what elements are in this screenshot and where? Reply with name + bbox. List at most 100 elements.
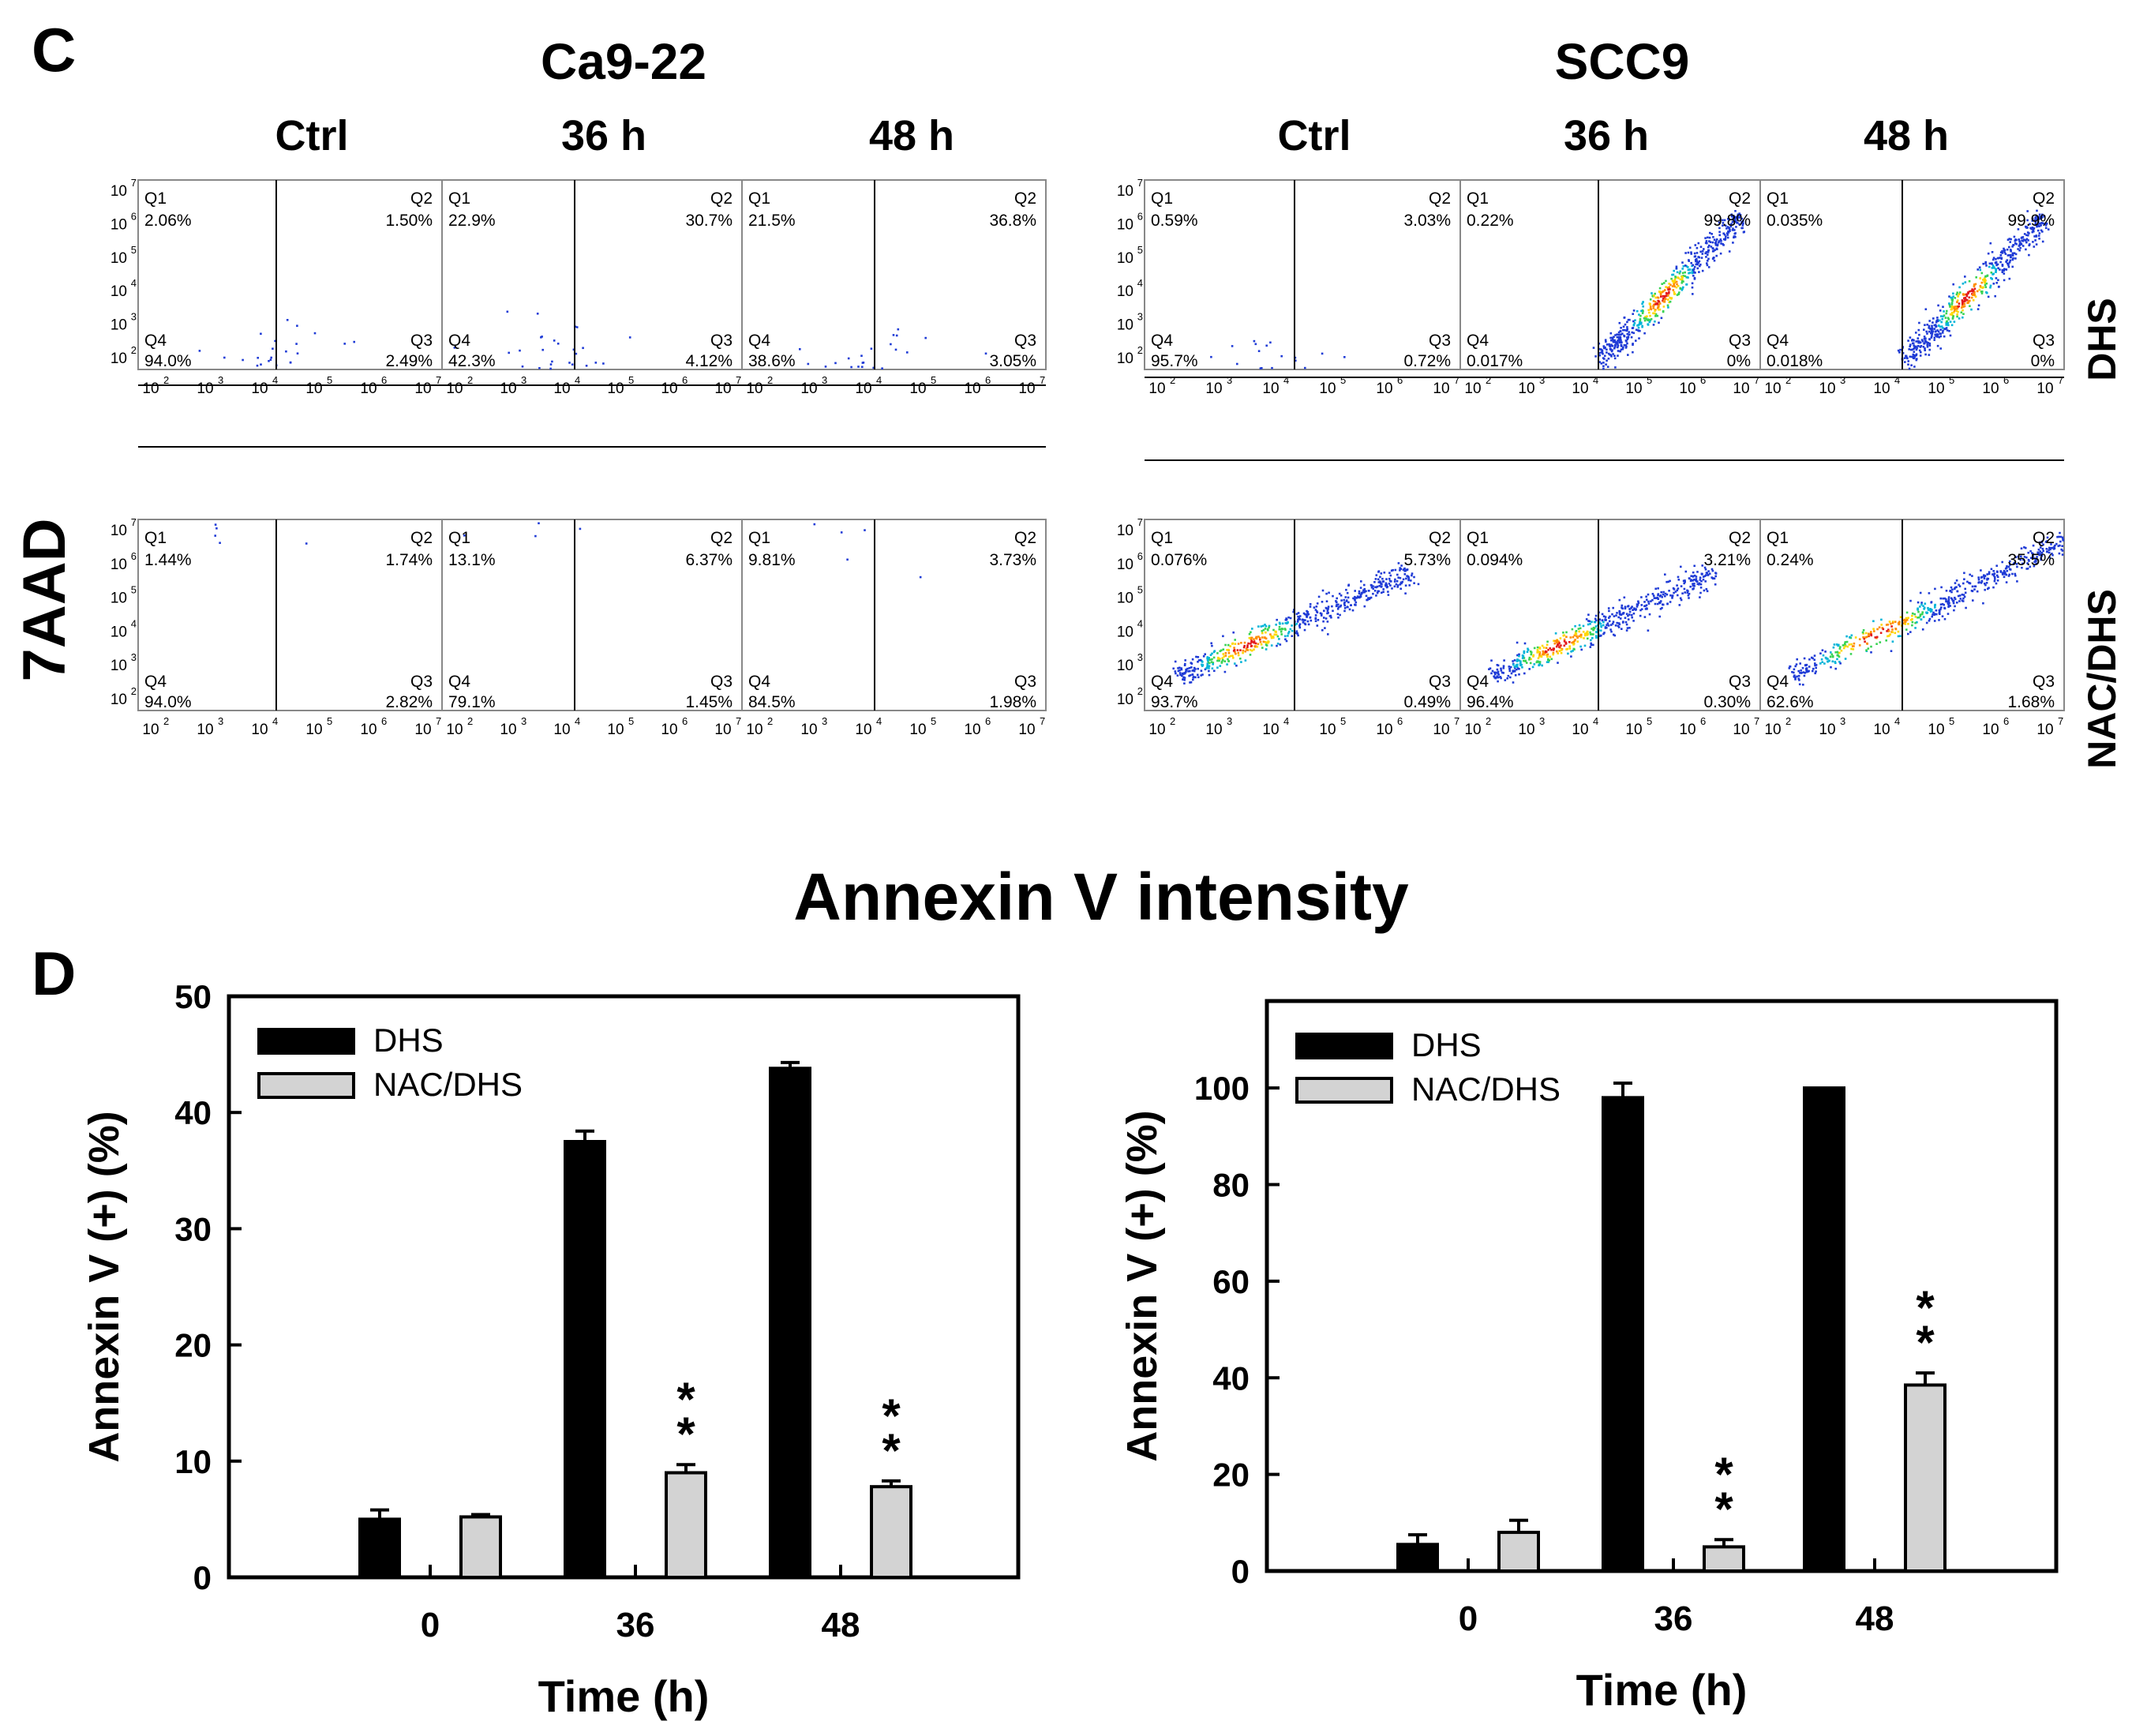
- flow-event-dot: [260, 363, 262, 366]
- flow-event-dot: [1393, 585, 1396, 588]
- flow-event-dot: [1207, 659, 1209, 662]
- flow-event-dot: [1297, 615, 1299, 618]
- flow-event-dot: [1947, 323, 1949, 326]
- flow-event-dot: [1983, 577, 1986, 579]
- flow-event-dot: [1961, 299, 1964, 302]
- flow-event-dot: [1625, 345, 1628, 348]
- flow-event-dot: [1643, 601, 1646, 603]
- flow-event-dot: [1930, 610, 1932, 613]
- flow-event-dot: [1905, 617, 1908, 620]
- flow-event-dot: [1994, 578, 1996, 580]
- flow-event-dot: [1574, 639, 1576, 641]
- flow-event-dot: [1956, 590, 1958, 593]
- flow-event-dot: [1380, 572, 1383, 575]
- flow-event-dot: [1265, 344, 1268, 347]
- flow-event-dot: [1958, 594, 1962, 597]
- flow-event-dot: [1620, 327, 1622, 329]
- flow-event-dot: [1565, 631, 1568, 634]
- flow-event-dot: [1825, 657, 1828, 660]
- flow-event-dot: [1997, 257, 2000, 260]
- flow-event-dot: [1987, 295, 1990, 298]
- flow-event-dot: [1977, 581, 1980, 584]
- flow-event-dot: [1633, 608, 1636, 610]
- flow-event-dot: [1488, 668, 1490, 670]
- flow-event-dot: [2006, 569, 2009, 572]
- flow-event-dot: [1845, 635, 1848, 638]
- flow-event-dot: [1558, 642, 1561, 644]
- flow-event-dot: [1978, 288, 1981, 291]
- flow-event-dot: [1611, 345, 1614, 347]
- flow-event-dot: [2050, 543, 2052, 546]
- flow-event-dot: [1346, 606, 1349, 608]
- flow-event-dot: [1346, 591, 1349, 594]
- flow-event-dot: [1622, 328, 1624, 332]
- flow-event-dot: [1666, 602, 1669, 605]
- flow-event-dot: [1693, 265, 1696, 268]
- flow-event-dot: [2009, 560, 2011, 563]
- x-tick-label: 10: [1982, 722, 1999, 738]
- flow-event-dot: [1698, 260, 1701, 263]
- x-tick-label: 10: [2036, 381, 2053, 397]
- flow-event-dot: [1643, 317, 1646, 320]
- x-tick-label: 10: [1928, 722, 1944, 738]
- flow-event-dot: [2032, 227, 2035, 231]
- flow-event-dot: [1375, 594, 1377, 597]
- flow-event-dot: [1954, 587, 1956, 591]
- flow-event-dot: [1617, 626, 1621, 628]
- flow-event-dot: [1628, 610, 1632, 613]
- flow-event-dot: [1714, 572, 1717, 574]
- flow-event-dot: [1201, 663, 1203, 666]
- y-tick-label: 10: [1117, 216, 1133, 233]
- flow-event-dot: [1326, 612, 1328, 615]
- flow-event-dot: [2001, 252, 2003, 254]
- flow-event-dot: [1980, 576, 1984, 579]
- flow-event-dot: [1690, 575, 1692, 577]
- flow-event-dot: [1663, 282, 1666, 284]
- flow-event-dot: [1376, 585, 1379, 588]
- flow-event-dot: [1836, 658, 1838, 661]
- flow-event-dot: [1222, 635, 1224, 638]
- flow-event-dot: [1212, 651, 1216, 654]
- flow-event-dot: [1307, 613, 1310, 616]
- flow-event-dot: [1928, 344, 1932, 347]
- x-tick-label: 48: [1856, 1599, 1894, 1638]
- flow-event-dot: [1702, 576, 1705, 578]
- flow-event-dot: [1845, 640, 1849, 643]
- flow-event-dot: [1411, 572, 1414, 575]
- flow-event-dot: [1711, 241, 1714, 244]
- x-tick-label: 10: [1764, 722, 1781, 738]
- flow-event-dot: [1993, 267, 1995, 269]
- flow-event-dot: [1899, 635, 1902, 637]
- flow-event-dot: [1673, 285, 1676, 288]
- flow-event-dot: [1843, 644, 1845, 647]
- significance-mark: *: [1916, 1316, 1935, 1369]
- flow-event-dot: [1618, 623, 1621, 626]
- flow-event-dot: [1672, 281, 1675, 283]
- flow-event-dot: [1306, 612, 1309, 615]
- flow-event-dot: [1220, 649, 1223, 652]
- flow-event-dot: [1641, 302, 1643, 306]
- flow-event-dot: [1706, 590, 1709, 593]
- flow-event-dot: [1695, 246, 1699, 249]
- flow-event-dot: [1972, 599, 1974, 602]
- flow-event-dot: [2033, 561, 2036, 564]
- flow-event-dot: [1654, 313, 1658, 316]
- flow-event-dot: [2036, 225, 2040, 227]
- quadrant-value-q3: 4.12%: [685, 352, 733, 370]
- time-label: 36 h: [561, 112, 646, 159]
- flow-event-dot: [1497, 680, 1499, 683]
- flow-event-dot: [1674, 591, 1677, 593]
- legend-label: DHS: [373, 1022, 444, 1059]
- flow-event-dot: [1687, 268, 1690, 272]
- flow-event-dot: [1208, 658, 1211, 662]
- flow-event-dot: [2036, 223, 2040, 226]
- flow-event-dot: [1532, 655, 1534, 658]
- flow-event-dot: [1660, 295, 1662, 298]
- quadrant-value-q4: 93.7%: [1151, 693, 1198, 711]
- flow-event-dot: [2017, 555, 2020, 558]
- flow-event-dot: [2026, 562, 2029, 564]
- flow-event-dot: [1255, 636, 1257, 639]
- flow-event-dot: [1227, 643, 1230, 647]
- flow-event-dot: [1500, 677, 1502, 680]
- flow-event-dot: [1676, 584, 1678, 587]
